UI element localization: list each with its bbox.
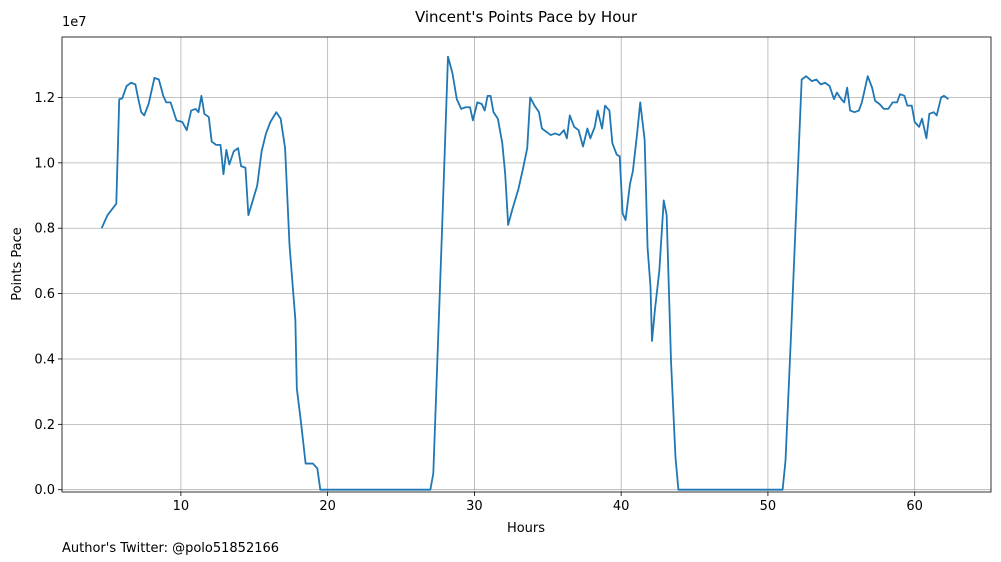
- x-tick-label: 40: [613, 499, 630, 514]
- y-axis-ticks: 0.0 0.2 0.4 0.6 0.8 1.0 1.2: [34, 91, 62, 498]
- x-tick-label: 20: [319, 499, 336, 514]
- y-gridlines: [62, 97, 991, 491]
- x-tick-label: 30: [466, 499, 483, 514]
- y-axis-label: Points Pace: [10, 227, 25, 301]
- y-tick-label: 0.2: [34, 418, 55, 433]
- author-footer: Author's Twitter: @polo51852166: [62, 541, 279, 556]
- y-tick-label: 0.6: [34, 287, 55, 302]
- chart-title: Vincent's Points Pace by Hour: [415, 8, 638, 26]
- y-tick-label: 0.8: [34, 222, 55, 237]
- x-tick-label: 10: [173, 499, 190, 514]
- y-tick-label: 0.4: [34, 352, 55, 367]
- y-tick-label: 0.0: [34, 483, 55, 498]
- y-tick-label: 1.0: [34, 156, 55, 171]
- x-axis-ticks: 10 20 30 40 50 60: [173, 492, 923, 514]
- series-line: [100, 55, 949, 491]
- x-tick-label: 50: [760, 499, 777, 514]
- x-gridlines: [180, 37, 916, 492]
- x-axis-label: Hours: [507, 521, 545, 536]
- y-tick-label: 1.2: [34, 91, 55, 106]
- y-axis-offset-label: 1e7: [62, 15, 87, 30]
- series-layer: [100, 55, 949, 491]
- plot-frame: [61, 36, 992, 493]
- x-tick-label: 60: [906, 499, 923, 514]
